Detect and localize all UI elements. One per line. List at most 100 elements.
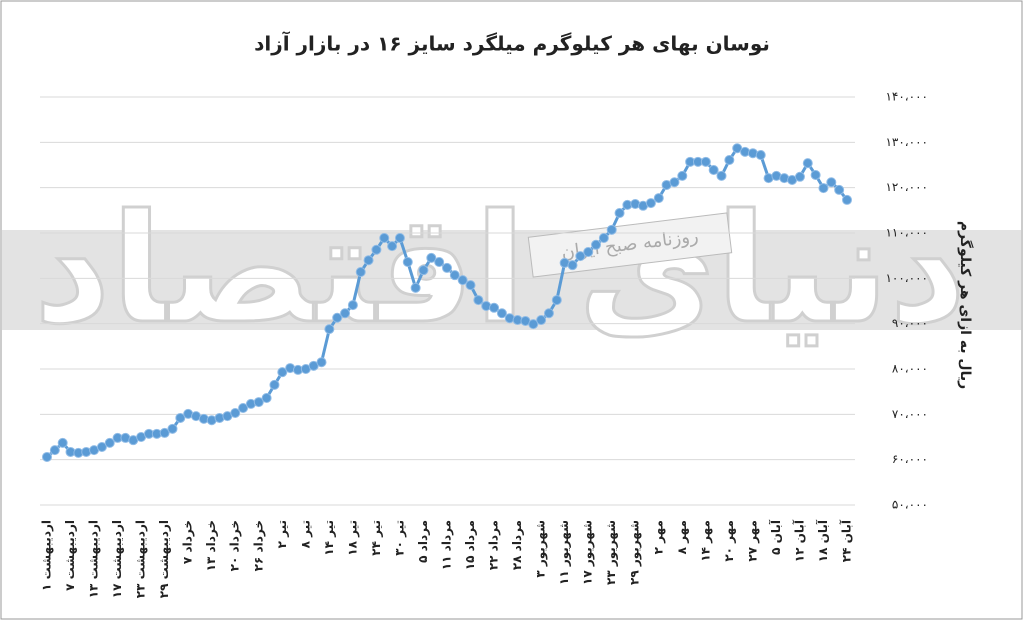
marker	[653, 193, 664, 204]
marker	[261, 393, 272, 404]
marker	[347, 300, 358, 311]
marker	[96, 441, 107, 452]
marker	[449, 270, 460, 281]
x-tick-label: ۲۰ خرداد	[228, 520, 242, 571]
x-tick-label: ۱۴ تیر	[322, 520, 336, 556]
marker	[700, 156, 711, 167]
marker	[363, 255, 374, 266]
marker	[426, 252, 437, 263]
x-tick-label: ۵ مرداد	[416, 520, 430, 563]
marker	[332, 312, 343, 323]
marker	[606, 224, 617, 235]
marker	[104, 437, 115, 448]
marker	[465, 280, 476, 291]
marker	[457, 275, 468, 286]
marker	[536, 315, 547, 326]
marker	[826, 177, 837, 188]
marker	[614, 208, 625, 219]
x-tick-label: ۱۵ مرداد	[463, 520, 477, 570]
marker	[842, 194, 852, 205]
marker	[755, 150, 766, 161]
x-tick-label: ۲۲ مرداد	[487, 520, 501, 570]
marker	[442, 262, 452, 273]
x-tick-label: ۱۱ مرداد	[440, 520, 454, 570]
marker	[818, 183, 829, 194]
marker	[371, 244, 382, 255]
marker	[355, 266, 366, 277]
marker	[175, 412, 186, 423]
x-tick-label: ۱۷ اردیبهشت	[110, 520, 124, 598]
x-tick-label: ۱۸ تیر	[345, 520, 359, 556]
marker	[42, 451, 52, 462]
x-tick-label: ۲۹ اردیبهشت	[157, 520, 171, 598]
marker	[708, 164, 719, 175]
x-tick-label: ۲ مهر	[651, 520, 665, 554]
marker	[434, 257, 445, 268]
marker	[49, 445, 60, 456]
marker	[669, 177, 680, 188]
marker	[402, 257, 413, 268]
marker	[238, 402, 249, 413]
marker	[794, 171, 805, 182]
x-tick-label: ۸ مهر	[675, 520, 689, 554]
y-tick-label: ۸۰،۰۰۰	[892, 362, 928, 376]
marker	[496, 308, 507, 319]
x-tick-label: ۱۴ مهر	[698, 520, 712, 562]
x-tick-label: ۲۳ اردیبهشت	[134, 520, 148, 598]
marker	[567, 260, 578, 271]
marker	[159, 427, 170, 438]
x-tick-label: ۲۹ شهریور	[628, 520, 643, 585]
y-tick-label: ۱۰۰،۰۰۰	[885, 271, 928, 285]
marker	[528, 319, 539, 330]
y-tick-label: ۱۴۰،۰۰۰	[885, 90, 928, 104]
marker	[834, 184, 845, 195]
x-tick-label: ۲ تیر	[275, 520, 289, 548]
marker	[810, 169, 821, 180]
watermark: دنیای اقتصاد	[34, 183, 967, 357]
x-tick-label: ۱۸ آبان	[815, 519, 830, 562]
marker	[57, 437, 68, 448]
x-tick-label: ۱۳ خرداد	[204, 520, 218, 571]
marker	[379, 232, 390, 243]
y-tick-label: ۹۰،۰۰۰	[892, 316, 928, 330]
marker	[167, 423, 178, 434]
x-tick-label: ۲۳ شهریور	[604, 520, 619, 585]
marker	[418, 265, 429, 276]
marker	[598, 232, 609, 243]
y-tick-label: ۵۰،۰۰۰	[892, 498, 928, 512]
x-tick-label: ۵ آبان	[768, 519, 783, 555]
x-tick-label: ۳ شهریور	[534, 520, 549, 578]
y-tick-label: ۱۱۰،۰۰۰	[885, 226, 928, 240]
x-tick-label: ۸ تیر	[298, 520, 312, 548]
marker	[677, 170, 688, 181]
x-tick-label: ۲۷ مهر	[745, 520, 759, 562]
x-tick-label: ۱۱ شهریور	[557, 520, 572, 585]
marker	[645, 198, 656, 209]
y-axis-label: ریال به ازای هر کیلوگرم	[957, 221, 974, 389]
marker	[551, 295, 562, 306]
marker	[473, 295, 484, 306]
marker	[489, 302, 500, 313]
chart-title: نوسان بهای هر کیلوگرم میلگرد سایز ۱۶ در …	[254, 31, 770, 56]
x-tick-label: ۲۴ آبان	[839, 519, 854, 562]
x-tick-label: ۱۲ آبان	[791, 519, 806, 562]
x-tick-label: ۳۰ تیر	[392, 520, 406, 556]
marker	[724, 155, 735, 166]
marker	[340, 308, 351, 319]
x-tick-label: ۷ خرداد	[181, 520, 195, 564]
x-tick-label: ۲۰ مهر	[722, 520, 736, 562]
marker	[277, 367, 288, 378]
x-tick-label: ۲۴ تیر	[369, 520, 383, 556]
marker	[591, 239, 602, 250]
x-tick-label: ۲۶ خرداد	[251, 520, 265, 571]
marker	[410, 282, 421, 293]
marker	[575, 251, 586, 262]
marker	[316, 357, 327, 368]
marker	[583, 247, 594, 258]
x-tick-label: ۱۷ شهریور	[581, 520, 596, 585]
marker	[394, 232, 405, 243]
marker	[387, 241, 398, 252]
marker	[253, 397, 264, 408]
marker	[230, 407, 241, 418]
